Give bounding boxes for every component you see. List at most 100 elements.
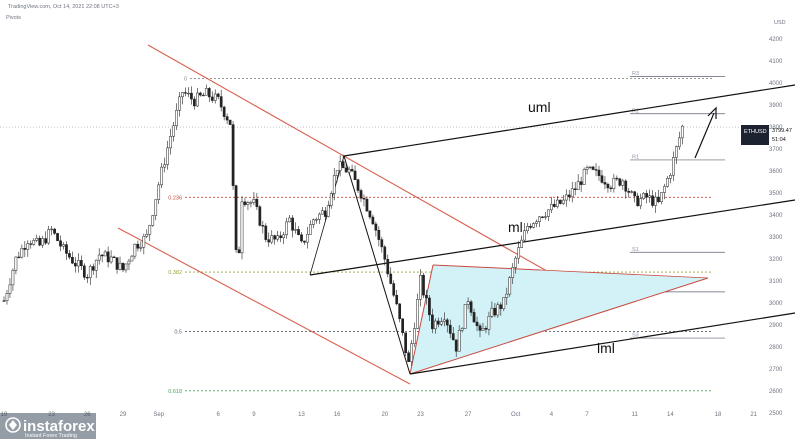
candle-body (109, 256, 113, 263)
candle-body (463, 304, 467, 329)
candle-body (389, 273, 393, 284)
y-tick-label: 4200 (769, 37, 783, 43)
candle-body (47, 229, 50, 244)
price-tag-countdown: 51:04 (772, 137, 786, 143)
candle-body (261, 225, 265, 227)
candle-body (124, 263, 128, 271)
candle-body (618, 178, 622, 186)
candle-body (490, 307, 494, 317)
candle-body (347, 169, 351, 173)
candle-body (460, 328, 464, 331)
candle-body (38, 237, 42, 246)
candle-body (199, 92, 202, 96)
candle-body (184, 92, 187, 94)
candle-body (615, 177, 619, 180)
candle-body (249, 202, 253, 204)
indicator-label: Pivots (6, 15, 21, 21)
triangle-left-edge[interactable] (409, 264, 434, 375)
uml-label: uml (528, 99, 551, 115)
pivot-levels: R3R2R1S1S2S3 (630, 71, 725, 339)
pitchfork-lower-median-line[interactable] (409, 312, 796, 375)
candle-body (276, 235, 280, 240)
candle-body (493, 307, 497, 316)
time-axis[interactable]: 19232629Sep691316202327Oct4711141821 (1, 412, 758, 418)
fib-level-label: 0.5 (174, 329, 182, 335)
triangle-pattern (410, 265, 708, 374)
candle-body (338, 161, 342, 171)
candle-body (329, 193, 333, 206)
y-tick-label: 3200 (769, 257, 783, 263)
candle-body (597, 169, 601, 176)
trendline-drawings[interactable] (117, 44, 796, 385)
pitchfork-upper-median-line[interactable] (343, 84, 796, 157)
candle-body (312, 219, 315, 225)
x-tick-label: 21 (750, 412, 757, 418)
candle-body (672, 157, 675, 176)
candle-body (386, 259, 390, 275)
candle-body (201, 94, 205, 97)
candle-body (365, 198, 369, 212)
candle-body (142, 235, 146, 248)
pitchfork-handle-line[interactable] (343, 155, 411, 375)
y-tick-label: 3700 (769, 147, 783, 153)
x-tick-label: 9 (252, 412, 256, 418)
channel-lower-line[interactable] (117, 227, 411, 385)
candle-body (564, 194, 568, 201)
triangle-bottom-edge[interactable] (409, 277, 709, 375)
candle-body (85, 277, 89, 279)
candle-body (97, 254, 101, 261)
x-tick-label: 27 (465, 412, 472, 418)
candle-body (457, 330, 461, 352)
candle-body (172, 125, 175, 137)
candle-body (666, 178, 669, 187)
triangle-right-edge[interactable] (539, 269, 709, 279)
triangle-top-edge[interactable] (432, 264, 541, 271)
candle-body (677, 137, 681, 147)
x-tick-label: 20 (381, 412, 388, 418)
y-tick-label: 3100 (769, 279, 783, 285)
candle-body (612, 177, 616, 189)
candle-body (448, 324, 452, 334)
candle-body (273, 235, 277, 240)
candle-body (475, 321, 479, 326)
candle-body (675, 146, 678, 158)
candle-body (41, 238, 45, 246)
candle-body (404, 332, 407, 354)
x-tick-label: 11 (632, 412, 639, 418)
fib-level-label: 0.236 (168, 195, 182, 201)
pivot-level-label: S3 (632, 333, 639, 339)
y-tick-label: 3400 (769, 213, 783, 219)
y-tick-label: 2700 (769, 367, 783, 373)
candle-body (228, 119, 232, 125)
price-tag-symbol: ETHUSD (744, 129, 767, 135)
candle-body (395, 294, 399, 305)
candle-body (17, 256, 21, 259)
pitchfork-median-line[interactable] (309, 199, 796, 276)
candle-body (431, 314, 434, 330)
price-axis[interactable]: 2500 2600 2700 2800 2900 3000 3100 3200 3300 3400… (769, 37, 783, 417)
y-tick-label: 2600 (769, 389, 783, 395)
candle-body (377, 230, 381, 240)
logo-tagline: Instant Forex Trading (25, 433, 77, 439)
candle-body (231, 124, 235, 186)
candle-body (407, 352, 410, 362)
candle-body (258, 206, 262, 226)
candle-body (588, 166, 592, 169)
candle-body (344, 167, 348, 173)
candle-body (422, 274, 425, 296)
ml-label: ml (508, 219, 523, 235)
candle-body (56, 233, 59, 242)
candle-body (648, 195, 651, 198)
candle-body (368, 210, 372, 218)
candle-body (445, 319, 449, 326)
candle-body (288, 217, 291, 223)
candle-body (23, 248, 27, 250)
channel-upper-line[interactable] (147, 44, 599, 301)
candle-body (94, 259, 98, 271)
logo-diamond-icon (9, 420, 17, 430)
candle-body (196, 92, 199, 107)
candle-body (657, 196, 660, 203)
candle-body (654, 196, 657, 206)
candle-body (383, 246, 387, 260)
